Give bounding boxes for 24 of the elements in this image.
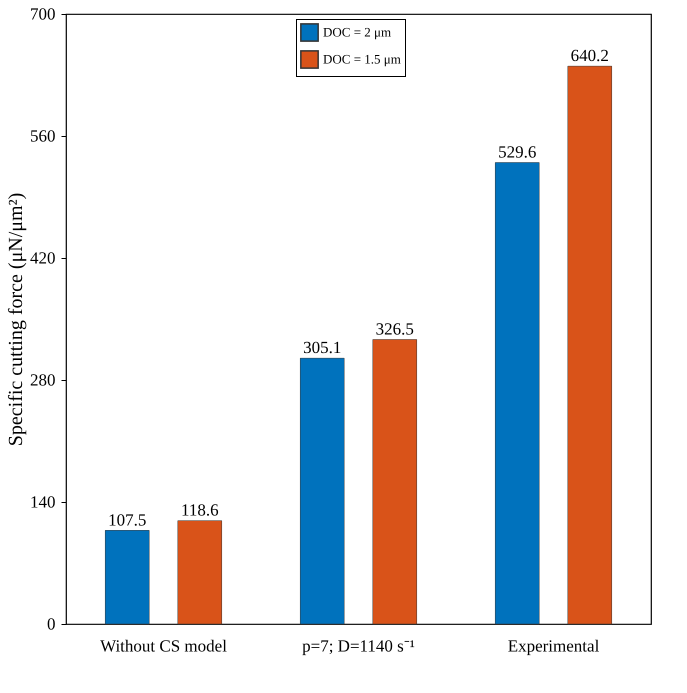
data-label: 118.6 — [180, 500, 219, 520]
legend-label: DOC = 1.5 μm — [323, 52, 401, 66]
bar — [178, 520, 222, 624]
data-label: 529.6 — [498, 142, 536, 162]
y-tick-label: 0 — [47, 614, 56, 634]
bar — [568, 66, 612, 624]
y-tick-label: 280 — [30, 370, 56, 390]
data-label: 107.5 — [108, 510, 146, 530]
bar — [372, 339, 418, 624]
data-label: 305.1 — [303, 338, 342, 358]
y-tick-label: 560 — [30, 126, 56, 146]
bar — [104, 530, 150, 624]
y-tick-label: 140 — [30, 492, 56, 512]
legend-label: DOC = 2 μm — [323, 24, 392, 40]
data-label: 326.5 — [376, 319, 414, 338]
x-tick-label: Without CS model — [100, 636, 228, 656]
x-tick-label: p=7; D=1140 s⁻¹ — [302, 636, 415, 656]
bar — [494, 162, 540, 624]
y-tick-label: 420 — [30, 248, 56, 268]
bar — [300, 358, 344, 624]
x-tick-label: Experimental — [508, 636, 600, 656]
y-axis-title: Specific cutting force (μN/μm²) — [5, 192, 27, 446]
y-tick-label: 700 — [30, 4, 56, 24]
data-label: 640.2 — [570, 46, 609, 66]
